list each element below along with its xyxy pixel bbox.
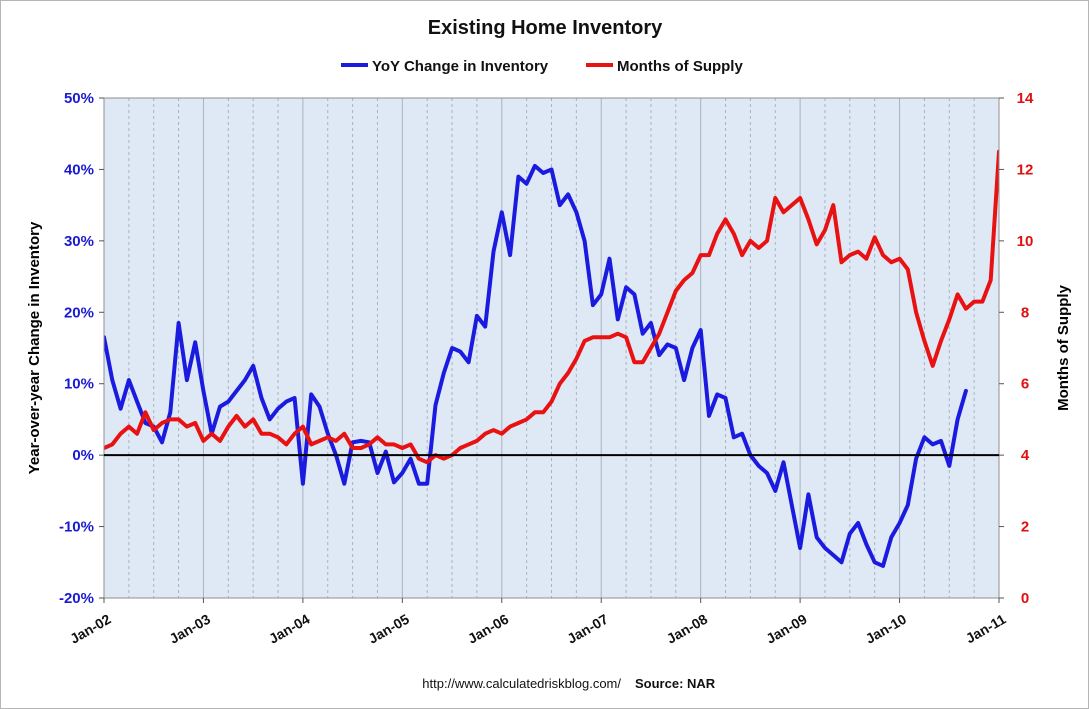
plot-border bbox=[103, 97, 1000, 599]
x-tick-label: Jan-09 bbox=[763, 611, 810, 647]
x-tick-label: Jan-06 bbox=[465, 611, 512, 647]
x-tick-label: Jan-04 bbox=[266, 611, 313, 647]
y-left-tick-label: 40% bbox=[64, 161, 94, 178]
series-line-yoy bbox=[104, 163, 968, 568]
y-left-tick-label: 0% bbox=[72, 447, 94, 464]
series-line-supply bbox=[104, 149, 999, 465]
y-left-tick-label: 30% bbox=[64, 233, 94, 250]
legend-label-yoy: YoY Change in Inventory bbox=[372, 58, 549, 75]
y-right-tick-label: 4 bbox=[1021, 447, 1030, 464]
y-right-tick-label: 6 bbox=[1021, 376, 1029, 393]
y-right-tick-label: 12 bbox=[1017, 161, 1034, 178]
y-axis-right-label: Months of Supply bbox=[1055, 284, 1072, 410]
y-right-tick-label: 0 bbox=[1021, 590, 1029, 607]
chart-title: Existing Home Inventory bbox=[428, 17, 663, 39]
footer-source: Source: NAR bbox=[635, 676, 716, 691]
legend-label-supply: Months of Supply bbox=[617, 58, 743, 75]
y-left-tick-label: -10% bbox=[59, 519, 94, 536]
y-axis-left-label: Year-over-year Change in Inventory bbox=[26, 221, 43, 474]
y-left-tick-label: 50% bbox=[64, 90, 94, 107]
x-tick-label: Jan-05 bbox=[365, 611, 412, 647]
y-left-tick-label: -20% bbox=[59, 590, 94, 607]
x-tick-label: Jan-11 bbox=[963, 611, 1009, 647]
y-right-tick-label: 8 bbox=[1021, 304, 1029, 321]
y-left-tick-label: 20% bbox=[64, 304, 94, 321]
x-tick-label: Jan-03 bbox=[167, 611, 214, 647]
x-tick-label: Jan-02 bbox=[67, 611, 114, 647]
y-left-tick-label: 10% bbox=[64, 376, 94, 393]
y-right-tick-label: 14 bbox=[1017, 90, 1034, 107]
y-right-tick-label: 2 bbox=[1021, 519, 1029, 536]
x-tick-label: Jan-07 bbox=[564, 611, 611, 647]
x-tick-label: Jan-08 bbox=[664, 611, 711, 647]
x-tick-label: Jan-10 bbox=[863, 611, 910, 647]
footer-url: http://www.calculatedriskblog.com/ bbox=[422, 676, 621, 691]
legend: YoY Change in Inventory Months of Supply bbox=[341, 58, 743, 75]
y-right-tick-label: 10 bbox=[1017, 233, 1034, 250]
